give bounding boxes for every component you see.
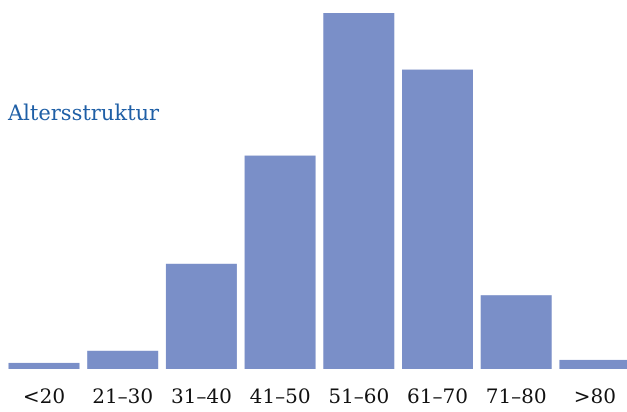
- x-tick-label: 51–60: [328, 384, 389, 408]
- bar-5: [323, 13, 395, 369]
- x-tick-label: 71–80: [486, 384, 547, 408]
- x-tick-label: 21–30: [92, 384, 153, 408]
- bar-8: [559, 359, 627, 369]
- chart-title: Altersstruktur: [8, 101, 160, 125]
- x-tick-label: <20: [23, 384, 65, 408]
- x-tick-label: 61–70: [407, 384, 468, 408]
- x-tick-labels: <20 21–30 31–40 41–50 51–60 61–70 71–80 >80: [23, 384, 616, 408]
- bar-3: [165, 263, 237, 369]
- bars-group: [8, 13, 627, 369]
- bar-1: [8, 362, 80, 369]
- x-tick-label: 31–40: [171, 384, 232, 408]
- bar-6: [402, 69, 473, 369]
- x-tick-label: >80: [574, 384, 616, 408]
- bar-2: [87, 350, 159, 369]
- bar-7: [480, 295, 552, 369]
- x-tick-label: 41–50: [250, 384, 311, 408]
- bar-4: [244, 155, 316, 369]
